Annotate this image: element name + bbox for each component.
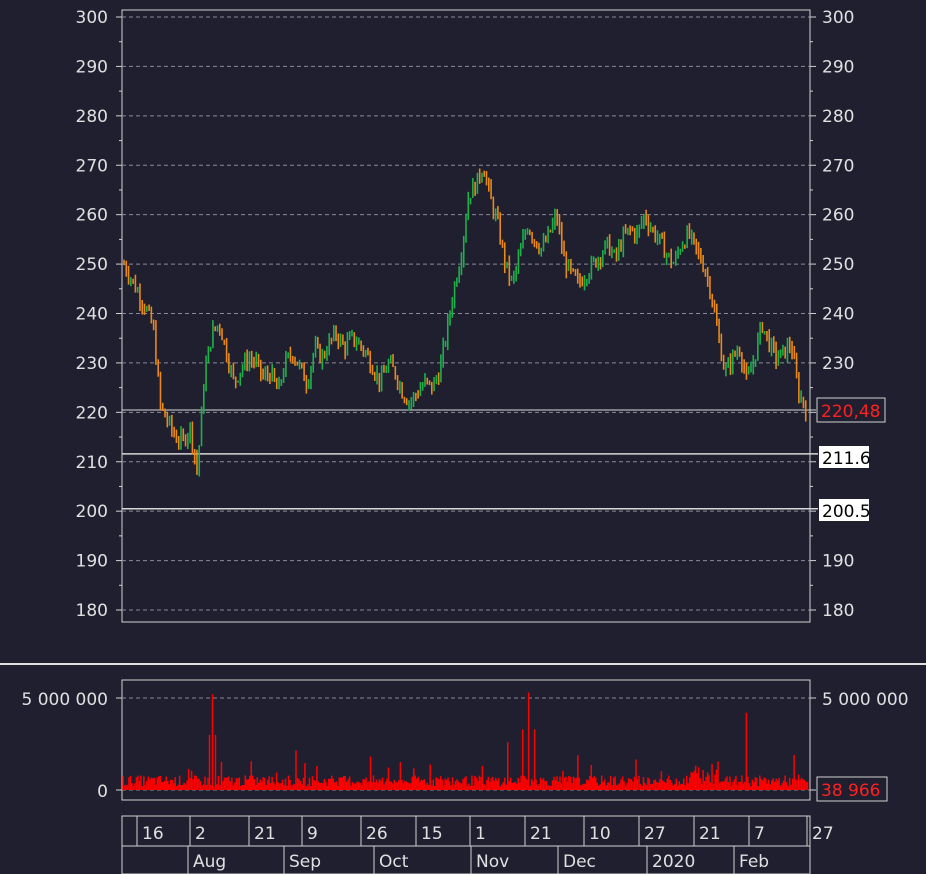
- date-label-month: Oct: [379, 852, 409, 872]
- price-levels: [122, 409, 818, 510]
- date-label-month: Feb: [739, 852, 769, 872]
- price-y-tick-left: 270: [76, 156, 108, 176]
- date-label-day: 7: [754, 824, 765, 844]
- price-y-axis-right: 180 190 230 240 250 260 270 280 290 300: [810, 8, 854, 621]
- price-y-tick-left: 220: [76, 403, 108, 423]
- date-label-month: Nov: [476, 852, 509, 872]
- price-y-tick-right: 280: [822, 107, 854, 127]
- level-label-2: 200.5: [822, 502, 871, 522]
- price-y-tick-left: 190: [76, 552, 108, 572]
- date-label-day: 26: [366, 824, 388, 844]
- price-y-tick-right: 260: [822, 206, 854, 226]
- price-y-tick-left: 290: [76, 57, 108, 77]
- date-label-day: 21: [699, 824, 721, 844]
- price-y-tick-left: 180: [76, 601, 108, 621]
- level-label-1: 211.6: [822, 449, 871, 469]
- price-plot-frame: [121, 9, 811, 623]
- price-candles: [123, 168, 807, 477]
- price-y-tick-right: 180: [822, 601, 854, 621]
- date-label-month: Sep: [289, 852, 321, 872]
- current-volume-box: [816, 776, 888, 802]
- date-label-day: 27: [644, 824, 666, 844]
- date-axis-bottom-row: [121, 845, 811, 874]
- volume-y-tick-right-top: 5 000 000: [822, 690, 909, 710]
- price-y-tick-left: 240: [76, 305, 108, 325]
- price-grid: [122, 16, 810, 611]
- price-y-tick-right: 230: [822, 354, 854, 374]
- price-y-tick-left: 210: [76, 453, 108, 473]
- date-label-day: 9: [307, 824, 318, 844]
- price-y-tick-left: 200: [76, 502, 108, 522]
- price-y-tick-left: 260: [76, 206, 108, 226]
- volume-y-tick-left-top: 5 000 000: [21, 690, 108, 710]
- date-label-day: 2: [195, 824, 206, 844]
- price-y-tick-right: 300: [822, 8, 854, 28]
- current-price-box: [816, 397, 886, 423]
- price-y-tick-right: 270: [822, 156, 854, 176]
- date-label-month: Aug: [193, 852, 226, 872]
- date-label-day: 21: [254, 824, 276, 844]
- date-label-day: 15: [421, 824, 443, 844]
- date-axis: 16 2 21 9 26 15 1 21 10 27 21 7 27 Aug Sep Oct Nov Dec 202…: [121, 815, 834, 874]
- date-label-month: 2020: [652, 852, 695, 872]
- date-label-day: 27: [812, 824, 834, 844]
- level-box-1: [819, 446, 869, 468]
- current-price-label: 220,48: [821, 402, 880, 422]
- volume-bars: [122, 692, 809, 790]
- volume-y-tick-left-bottom: 0: [97, 782, 108, 802]
- date-label-day: 21: [530, 824, 552, 844]
- price-y-axis-left: 180 190 200 210 220 230 240 250 260 270 280 290 300: [76, 8, 122, 621]
- current-volume-label: 38 966: [821, 781, 880, 801]
- date-label-day: 1: [475, 824, 486, 844]
- price-y-tick-left: 280: [76, 107, 108, 127]
- level-box-2: [819, 499, 869, 521]
- price-y-tick-right: 290: [822, 57, 854, 77]
- price-y-tick-right: 190: [822, 552, 854, 572]
- date-label-day: 16: [142, 824, 164, 844]
- price-y-tick-right: 250: [822, 255, 854, 275]
- date-label-month: Dec: [563, 852, 596, 872]
- price-y-tick-left: 230: [76, 354, 108, 374]
- price-y-tick-left: 250: [76, 255, 108, 275]
- price-y-tick-left: 300: [76, 8, 108, 28]
- date-label-day: 10: [589, 824, 611, 844]
- price-y-tick-right: 240: [822, 305, 854, 325]
